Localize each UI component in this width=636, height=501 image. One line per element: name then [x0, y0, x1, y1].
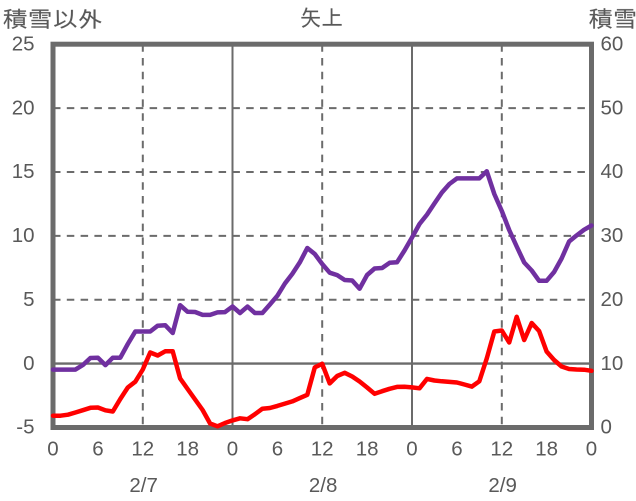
svg-text:2/9: 2/9 [488, 474, 517, 497]
svg-text:0: 0 [406, 438, 417, 461]
svg-text:15: 15 [12, 160, 35, 183]
svg-text:60: 60 [601, 32, 624, 55]
svg-text:20: 20 [601, 288, 624, 311]
svg-text:18: 18 [356, 438, 379, 461]
svg-text:40: 40 [601, 160, 624, 183]
svg-text:25: 25 [12, 32, 35, 55]
svg-text:12: 12 [131, 438, 154, 461]
svg-text:10: 10 [601, 352, 624, 375]
svg-text:12: 12 [311, 438, 334, 461]
svg-text:6: 6 [451, 438, 462, 461]
svg-text:5: 5 [23, 288, 34, 311]
svg-text:2/7: 2/7 [129, 474, 158, 497]
svg-text:0: 0 [586, 438, 597, 461]
svg-text:0: 0 [601, 416, 612, 439]
svg-text:10: 10 [12, 224, 35, 247]
svg-text:50: 50 [601, 96, 624, 119]
svg-text:6: 6 [272, 438, 283, 461]
svg-text:12: 12 [490, 438, 513, 461]
svg-text:18: 18 [535, 438, 558, 461]
svg-text:18: 18 [176, 438, 199, 461]
svg-text:-5: -5 [16, 416, 34, 439]
svg-text:2/8: 2/8 [309, 474, 338, 497]
svg-text:20: 20 [12, 96, 35, 119]
svg-text:30: 30 [601, 224, 624, 247]
svg-text:0: 0 [227, 438, 238, 461]
svg-text:0: 0 [47, 438, 58, 461]
svg-text:6: 6 [92, 438, 103, 461]
svg-text:0: 0 [23, 352, 34, 375]
